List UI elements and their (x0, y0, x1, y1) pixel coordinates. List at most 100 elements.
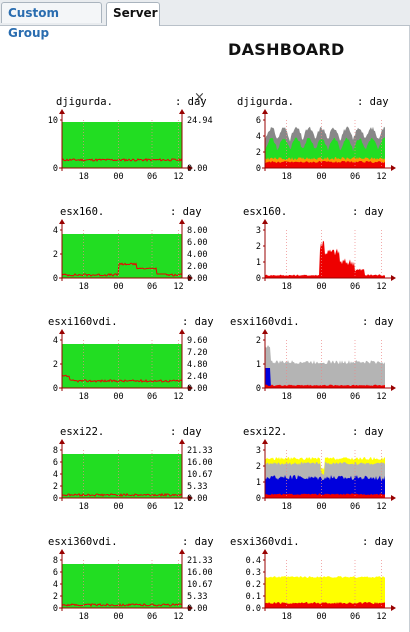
graph-left-0-y2-tick-1: 0.00 (187, 164, 207, 174)
graph-right-4-x-tick-3: 12 (376, 612, 386, 622)
graph-left-2-x-tick-0: 18 (79, 392, 89, 402)
graph-left-2-x-tick-3: 12 (173, 392, 183, 402)
graph-right-2-y-tick-2: 0 (256, 384, 261, 394)
graph-right-3-x-tick-0: 18 (282, 502, 292, 512)
graph-right-2-y-tick-0: 2 (256, 336, 261, 346)
graph-left-4-line (61, 602, 183, 607)
graph-left-2-x-tick-1: 00 (113, 392, 123, 402)
graph-right-4-area-red (265, 602, 385, 608)
graph-left-0-x-tick-3: 12 (173, 172, 183, 182)
graph-left-3-x-tick-3: 12 (173, 502, 183, 512)
graph-left-1-area (62, 234, 182, 278)
graph-right-4-grid (286, 560, 382, 608)
graph-right-2-x-tick-1: 00 (316, 392, 326, 402)
graph-right-2 (265, 344, 385, 388)
graph-left-0-x-tick-0: 18 (79, 172, 89, 182)
graph-left-2-y-tick-0: 4 (53, 336, 58, 346)
graph-right-3-x-tick-1: 00 (316, 502, 326, 512)
graph-left-2-y2-tick-0: 9.60 (187, 336, 207, 346)
graph-left-4-y-tick-2: 4 (53, 580, 58, 590)
graph-left-0-y-arrow (59, 109, 65, 114)
graph-title-left-1: esx160. (60, 206, 105, 218)
graph-left-4-y2-tick-3: 5.33 (187, 592, 207, 602)
graph-left-2-y-arrow (59, 329, 65, 334)
graph-left-0-y2-tick-0: 24.94 (187, 116, 213, 126)
graph-left-2 (61, 344, 183, 388)
graph-left-4-y-tick-1: 6 (53, 568, 58, 578)
graph-right-1-x-tick-3: 12 (376, 282, 386, 292)
graph-left-4-y-tick-4: 0 (53, 604, 58, 614)
graph-left-0-x-tick-1: 00 (113, 172, 123, 182)
graph-right-4-x-tick-2: 06 (350, 612, 360, 622)
graph-left-4-y-arrow (59, 549, 65, 554)
graph-left-1-y2-tick-1: 6.00 (187, 238, 207, 248)
graph-left-2-grid (83, 340, 179, 388)
graph-right-1-y-tick-1: 2 (256, 242, 261, 252)
graph-left-0-grid (83, 120, 179, 168)
graph-period-right-2: : day (362, 316, 394, 328)
graph-right-4-x-arrow (391, 605, 396, 611)
graph-left-0-y-tick-1: 0 (53, 164, 58, 174)
graph-right-4-y-tick-1: 0.3 (246, 568, 261, 578)
graph-left-4-x-tick-3: 12 (173, 612, 183, 622)
graph-title-left-0: djigurda. (56, 96, 113, 108)
graph-left-4-x-tick-1: 00 (113, 612, 123, 622)
graph-left-0 (61, 122, 183, 168)
graph-right-0-grid (286, 120, 382, 168)
graph-period-right-0: : day (357, 96, 389, 108)
graph-left-1-y-arrow (59, 219, 65, 224)
graph-left-3-area (62, 454, 182, 498)
graph-left-1-x-arrow (188, 275, 193, 281)
graph-right-2-area-grey (265, 344, 385, 388)
graph-right-0 (265, 126, 385, 168)
tab-server[interactable]: Server (106, 2, 160, 26)
graph-left-3 (61, 454, 183, 498)
graph-right-2-y-tick-1: 1 (256, 360, 261, 370)
graph-left-4-y2-tick-0: 21.33 (187, 556, 213, 566)
graph-left-3-x-tick-2: 06 (147, 502, 157, 512)
graph-period-left-4: : day (182, 536, 214, 548)
graph-left-0-area (62, 122, 182, 168)
graph-left-1-x-tick-3: 12 (173, 282, 183, 292)
graph-left-2-y-tick-1: 2 (53, 360, 58, 370)
graph-left-3-y2-tick-4: 0.00 (187, 494, 207, 504)
graph-right-0-y-tick-0: 6 (256, 116, 261, 126)
graph-right-1-y-tick-3: 0 (256, 274, 261, 284)
graph-left-4-y2-tick-2: 10.67 (187, 580, 213, 590)
graph-left-3-line (61, 492, 183, 497)
graph-right-0-y-tick-3: 0 (256, 164, 261, 174)
tab-custom-group[interactable]: Custom Group (1, 2, 102, 40)
graph-period-left-0: : day (175, 96, 207, 108)
graph-period-left-2: : day (182, 316, 214, 328)
graph-left-4-x-arrow (188, 605, 193, 611)
graph-left-0-x-tick-2: 06 (147, 172, 157, 182)
graph-left-1-y-tick-1: 2 (53, 250, 58, 260)
graph-right-3-y-tick-0: 3 (256, 446, 261, 456)
graph-right-1-area-red (265, 240, 385, 278)
close-icon[interactable]: × (194, 90, 205, 105)
graph-right-2-area-red (265, 384, 385, 388)
graph-left-1-y2-tick-4: 0.00 (187, 274, 207, 284)
graph-period-left-3: : day (170, 426, 202, 438)
graph-right-1 (265, 240, 385, 278)
graph-right-1-x-tick-1: 00 (316, 282, 326, 292)
graph-left-1-x-tick-1: 00 (113, 282, 123, 292)
graph-left-3-x-arrow (188, 495, 193, 501)
graph-right-2-grid (286, 340, 382, 388)
graph-right-0-x-tick-3: 12 (376, 172, 386, 182)
graph-title-right-1: esx160. (243, 206, 288, 218)
graph-left-3-y2-tick-3: 5.33 (187, 482, 207, 492)
graph-left-1 (61, 234, 183, 278)
graph-right-4-y-arrow (262, 549, 268, 554)
graph-right-0-area-red (265, 161, 385, 168)
graph-left-2-y2-tick-4: 0.00 (187, 384, 207, 394)
graph-right-3-y-arrow (262, 439, 268, 444)
graph-left-4-y2-tick-4: 0.00 (187, 604, 207, 614)
graph-left-2-y2-tick-1: 7.20 (187, 348, 207, 358)
graph-left-3-grid (83, 450, 179, 498)
graph-left-1-y2-tick-0: 8.00 (187, 226, 207, 236)
graph-left-1-line (61, 262, 183, 277)
graph-left-0-x-arrow (188, 165, 193, 171)
graph-right-2-y-arrow (262, 329, 268, 334)
graph-right-2-x-arrow (391, 385, 396, 391)
